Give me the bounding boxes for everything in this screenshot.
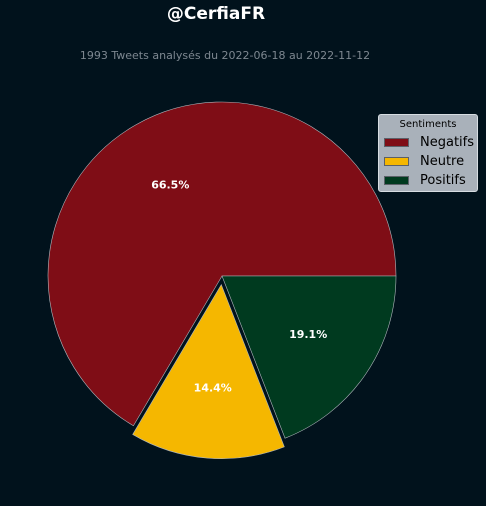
legend-label-positifs: Positifs	[420, 172, 466, 188]
legend-item-neutre: Neutre	[384, 153, 464, 169]
pie-slice-neutre	[132, 283, 285, 459]
pie-label-positifs: 19.1%	[289, 328, 327, 341]
pie-label-negatifs: 66.5%	[151, 178, 189, 191]
legend-title: Sentiments	[399, 119, 457, 130]
pie-slice-negatifs	[47, 101, 397, 427]
chart-title: @CerfiaFR	[166, 4, 266, 24]
legend-swatch-positifs	[384, 175, 409, 185]
legend-label-neutre: Neutre	[420, 153, 465, 169]
legend-swatch-neutre	[384, 156, 409, 166]
legend: Sentiments Negatifs Neutre Positifs	[378, 114, 478, 192]
legend-item-negatifs: Negatifs	[384, 134, 474, 150]
legend-item-positifs: Positifs	[384, 172, 466, 188]
legend-label-negatifs: Negatifs	[420, 134, 474, 150]
legend-swatch-negatifs	[384, 137, 409, 147]
pie-slice-positifs	[221, 275, 397, 439]
pie-label-neutre: 14.4%	[194, 382, 232, 395]
chart-subtitle: 1993 Tweets analysés du 2022-06-18 au 20…	[79, 49, 371, 62]
